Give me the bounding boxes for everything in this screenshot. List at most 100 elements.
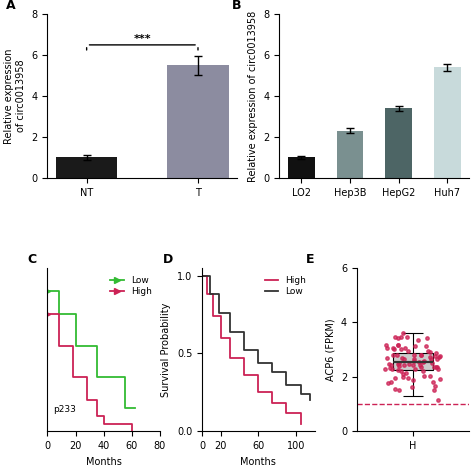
Point [410, 351, 418, 359]
Point [418, 351, 425, 359]
Point [419, 358, 427, 365]
High [218, 335, 224, 341]
Point [387, 378, 395, 385]
Point [435, 354, 443, 361]
Point [394, 341, 402, 349]
High [56, 343, 62, 348]
High [56, 312, 62, 318]
Point [431, 383, 439, 390]
High [84, 374, 90, 380]
Point [397, 346, 405, 353]
Point [411, 342, 419, 350]
Point [410, 361, 417, 369]
Point [400, 361, 408, 369]
Point [433, 356, 441, 363]
Point [382, 365, 389, 373]
High [101, 421, 107, 427]
Point [428, 359, 436, 367]
Low [255, 347, 261, 353]
Point [402, 369, 410, 377]
Low [307, 397, 313, 403]
Point [388, 365, 395, 373]
High [70, 343, 75, 348]
Point [427, 348, 434, 356]
Point [383, 354, 391, 362]
High [210, 292, 216, 297]
Point [389, 352, 397, 359]
Low [216, 310, 222, 316]
FancyBboxPatch shape [393, 353, 433, 370]
Low [94, 374, 100, 380]
Point [395, 359, 403, 366]
Point [399, 370, 407, 378]
High [270, 401, 275, 406]
Low [122, 405, 128, 411]
Line: High: High [44, 311, 135, 435]
Point [417, 352, 424, 359]
High [204, 292, 210, 297]
Low [73, 343, 78, 348]
Y-axis label: Survival Probability: Survival Probability [162, 302, 172, 397]
Point [437, 352, 444, 359]
Point [393, 351, 401, 359]
Point [434, 365, 442, 373]
Point [432, 364, 440, 371]
Bar [288, 157, 315, 178]
Point [403, 333, 410, 341]
Point [414, 337, 422, 344]
Legend: Low, High: Low, High [107, 272, 155, 299]
High [255, 390, 261, 395]
Point [397, 333, 405, 341]
Point [432, 349, 440, 357]
Point [424, 334, 431, 341]
Low [56, 288, 62, 294]
High [210, 313, 216, 319]
Point [392, 385, 399, 393]
Low [283, 369, 289, 375]
Low [228, 310, 233, 316]
Text: B: B [232, 0, 241, 12]
Point [392, 374, 399, 382]
Point [415, 358, 423, 366]
Point [424, 347, 431, 355]
Line: High: High [202, 275, 301, 424]
Point [436, 375, 443, 383]
High [228, 335, 233, 341]
Point [384, 379, 392, 386]
Point [383, 345, 391, 352]
Point [420, 357, 428, 365]
Low [216, 292, 222, 297]
Point [386, 364, 394, 372]
Bar [434, 67, 461, 178]
Point [401, 344, 409, 352]
Low [270, 360, 275, 365]
Low [298, 382, 303, 387]
Low [241, 329, 247, 335]
Point [391, 334, 399, 341]
Point [417, 364, 424, 371]
High [84, 397, 90, 403]
Point [394, 341, 402, 348]
Point [398, 354, 406, 361]
Point [399, 329, 407, 337]
Low [73, 312, 78, 318]
Bar [56, 157, 117, 178]
Y-axis label: Relative expression
of circ0013958: Relative expression of circ0013958 [4, 48, 26, 144]
Point [395, 386, 403, 393]
Text: D: D [163, 253, 173, 266]
Point [411, 365, 419, 373]
Point [399, 373, 407, 381]
Point [434, 396, 441, 403]
High [283, 401, 289, 406]
Y-axis label: Relative expression of circ0013958: Relative expression of circ0013958 [248, 10, 258, 182]
Y-axis label: ACP6 (FPKM): ACP6 (FPKM) [325, 318, 335, 381]
High [283, 410, 289, 416]
Low [132, 405, 137, 411]
Low [228, 329, 233, 335]
Line: Low: Low [202, 275, 310, 400]
Text: ***: *** [134, 34, 151, 44]
High [199, 273, 205, 278]
Point [419, 367, 427, 374]
High [241, 356, 247, 361]
Low [94, 343, 100, 348]
